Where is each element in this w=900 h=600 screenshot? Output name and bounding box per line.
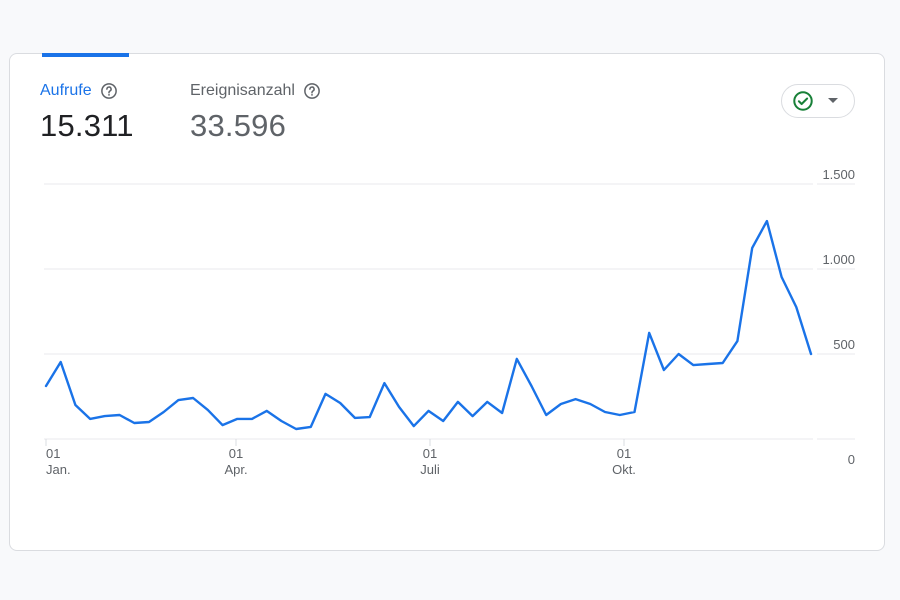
x-tick-month: Juli bbox=[420, 462, 440, 477]
y-tick-label: 500 bbox=[833, 337, 855, 352]
metric-tab-event-count[interactable]: Ereignisanzahl 33.596 bbox=[190, 80, 321, 144]
caret-down-icon bbox=[828, 98, 838, 103]
y-axis-labels: 0 500 1.000 1.500 bbox=[822, 167, 855, 467]
x-tick-day: 01 bbox=[617, 446, 631, 461]
check-circle-icon bbox=[793, 91, 813, 111]
y-tick-label: 0 bbox=[848, 452, 855, 467]
x-tick-day: 01 bbox=[46, 446, 60, 461]
metric-value: 15.311 bbox=[40, 108, 134, 143]
x-tick-month: Okt. bbox=[612, 462, 636, 477]
question-circle-icon[interactable] bbox=[100, 82, 118, 100]
analytics-card: Aufrufe 15.311 Ereignisanzahl 33.596 bbox=[9, 53, 885, 551]
question-circle-icon[interactable] bbox=[303, 82, 321, 100]
y-tick-label: 1.000 bbox=[822, 252, 855, 267]
x-tick-month: Apr. bbox=[224, 462, 247, 477]
metric-value: 33.596 bbox=[190, 108, 287, 143]
status-dropdown-button[interactable] bbox=[781, 84, 855, 118]
y-tick-label: 1.500 bbox=[822, 167, 855, 182]
chart-gridlines bbox=[44, 183, 855, 440]
active-tab-indicator bbox=[42, 53, 129, 57]
metric-label: Aufrufe bbox=[40, 82, 92, 99]
metric-label: Ereignisanzahl bbox=[190, 82, 295, 99]
x-tick-day: 01 bbox=[423, 446, 437, 461]
series-line-views[interactable] bbox=[44, 219, 813, 431]
x-tick-day: 01 bbox=[229, 446, 243, 461]
metric-tab-views[interactable]: Aufrufe 15.311 bbox=[40, 80, 134, 144]
x-tick-month: Jan. bbox=[46, 462, 71, 477]
